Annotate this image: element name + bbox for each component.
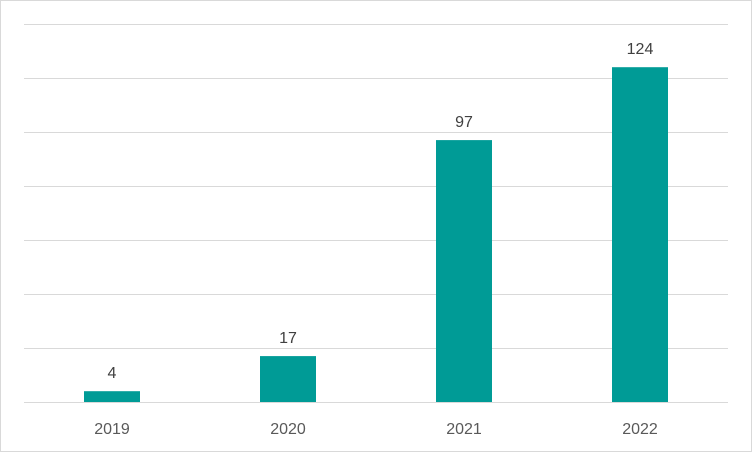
x-tick-label-2019: 2019: [94, 421, 130, 438]
data-labels: 4 17 97 124: [108, 41, 654, 382]
bars: [84, 67, 668, 402]
x-axis-tick-labels: 2019 2020 2021 2022: [94, 421, 658, 438]
x-tick-label-2022: 2022: [622, 421, 658, 438]
data-label-2020: 17: [279, 330, 297, 347]
bar-2019: [84, 391, 140, 402]
data-label-2021: 97: [455, 114, 473, 131]
bar-2021: [436, 140, 492, 402]
gridlines: [24, 24, 728, 403]
bar-2020: [260, 356, 316, 402]
x-tick-label-2021: 2021: [446, 421, 482, 438]
x-tick-label-2020: 2020: [270, 421, 306, 438]
data-label-2019: 4: [108, 365, 117, 382]
data-label-2022: 124: [627, 41, 654, 58]
bar-2022: [612, 67, 668, 402]
